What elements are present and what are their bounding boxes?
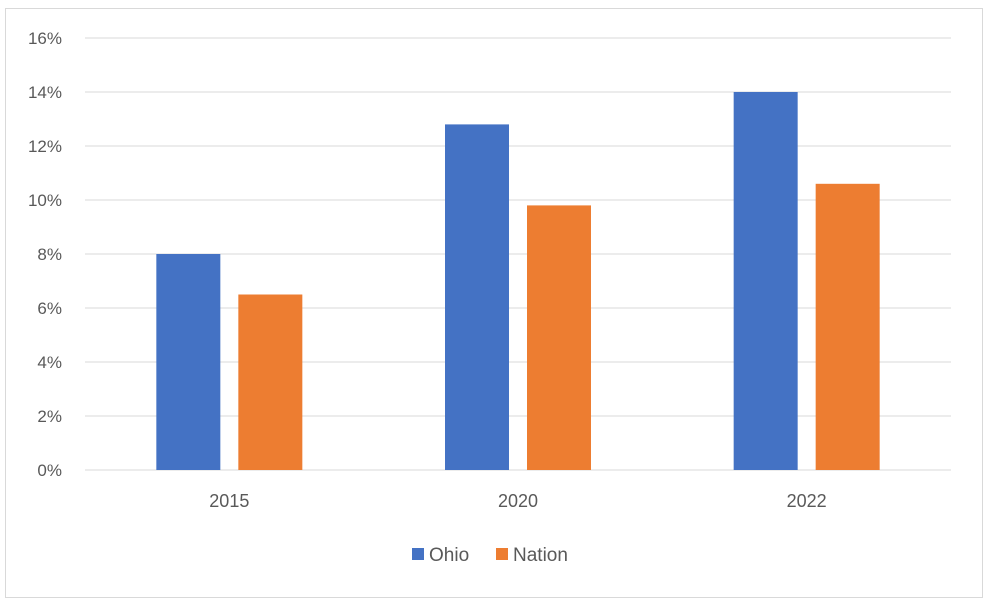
y-tick-label: 14% [28,83,62,102]
bar-nation-2015 [238,294,303,470]
y-tick-label: 12% [28,137,62,156]
legend: Ohio Nation [412,545,568,566]
legend-swatch-ohio [412,548,424,560]
y-tick-label: 0% [37,461,62,480]
y-tick-label: 4% [37,353,62,372]
bar-ohio-2022 [733,92,798,470]
x-axis-ticks: 2015 2020 2022 [209,491,826,511]
bar-ohio-2020 [445,124,509,471]
x-tick-label: 2020 [498,491,538,511]
legend-label-nation: Nation [513,545,568,566]
bars [156,92,880,471]
legend-swatch-nation [496,548,508,560]
y-tick-label: 6% [37,299,62,318]
y-tick-label: 8% [37,245,62,264]
bar-nation-2022 [815,183,880,471]
y-tick-label: 16% [28,29,62,48]
x-tick-label: 2015 [209,491,249,511]
y-tick-label: 10% [28,191,62,210]
legend-label-ohio: Ohio [429,545,469,566]
bar-nation-2020 [527,205,591,470]
bar-ohio-2015 [156,254,221,470]
gridlines [85,37,951,471]
y-tick-label: 2% [37,407,62,426]
y-axis-ticks: 0% 2% 4% 6% 8% 10% 12% 14% 16% [28,29,62,480]
x-tick-label: 2022 [787,491,827,511]
